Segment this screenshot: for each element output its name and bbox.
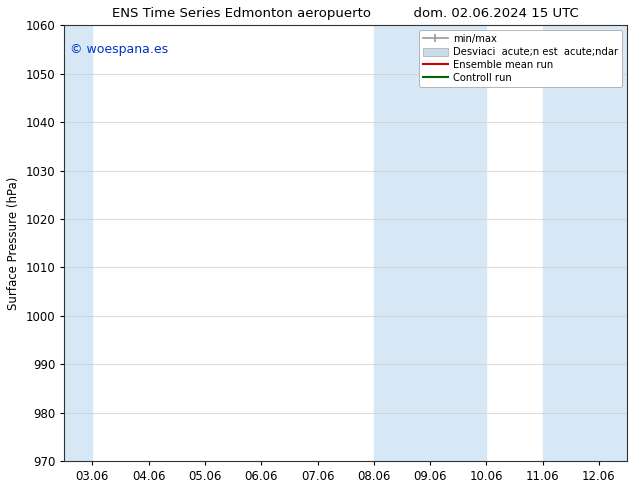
Title: ENS Time Series Edmonton aeropuerto          dom. 02.06.2024 15 UTC: ENS Time Series Edmonton aeropuerto dom.…: [112, 7, 579, 20]
Y-axis label: Surface Pressure (hPa): Surface Pressure (hPa): [7, 176, 20, 310]
Legend: min/max, Desviaci  acute;n est  acute;ndar, Ensemble mean run, Controll run: min/max, Desviaci acute;n est acute;ndar…: [419, 30, 622, 87]
Bar: [543, 25, 627, 461]
Bar: [64, 25, 93, 461]
Bar: [374, 25, 486, 461]
Text: © woespana.es: © woespana.es: [70, 43, 168, 56]
